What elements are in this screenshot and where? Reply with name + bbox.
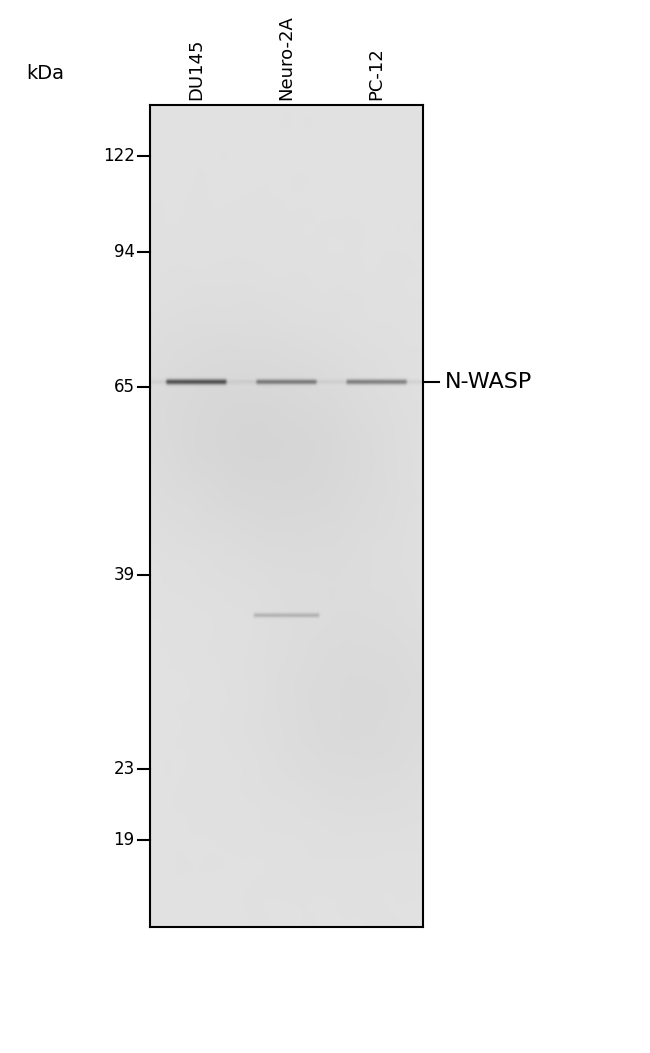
Text: N-WASP: N-WASP — [445, 372, 532, 392]
Text: 94: 94 — [114, 243, 135, 261]
Text: 65: 65 — [114, 378, 135, 396]
Text: PC-12: PC-12 — [367, 47, 385, 100]
Text: 23: 23 — [113, 760, 135, 778]
Text: 122: 122 — [103, 147, 135, 165]
Text: kDa: kDa — [27, 64, 64, 83]
Text: 19: 19 — [114, 831, 135, 849]
Text: Neuro-2A: Neuro-2A — [277, 15, 295, 100]
Text: 39: 39 — [114, 567, 135, 584]
Text: DU145: DU145 — [187, 39, 205, 100]
